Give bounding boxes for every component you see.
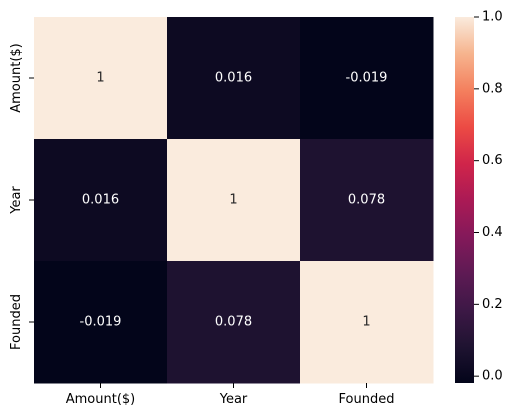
heatmap-annotations: 1 0.016 -0.019 0.016 1 0.078 -0.019 0.078 1 (80, 71, 388, 330)
colorbar-tick-label: 0.2 (482, 297, 503, 312)
heatmap-cell (300, 17, 434, 140)
heatmap-cell (300, 261, 434, 384)
x-tick-label: Amount($) (66, 392, 136, 407)
colorbar (455, 17, 474, 383)
colorbar-gradient (455, 17, 474, 383)
colorbar-tick-label: 0.6 (482, 153, 503, 168)
heatmap-cell (167, 17, 301, 140)
colorbar-tick-label: 0.8 (482, 81, 503, 96)
cell-annotation: 1 (362, 315, 370, 330)
cell-annotation: -0.019 (346, 71, 388, 86)
heatmap-cell (167, 261, 301, 384)
y-tick-label: Year (9, 186, 24, 215)
heatmap-cell (167, 139, 301, 262)
colorbar-tick-label: 1.0 (482, 10, 503, 25)
cell-annotation: 1 (229, 193, 237, 208)
heatmap-cell (300, 139, 434, 262)
cell-annotation: 0.016 (82, 193, 119, 208)
heatmap-cell (34, 261, 168, 384)
y-tick-label: Founded (9, 294, 24, 350)
cell-annotation: 0.016 (215, 71, 252, 86)
y-tick-label: Amount($) (9, 43, 24, 113)
heatmap-cell (34, 139, 168, 262)
x-tick-label: Founded (339, 392, 395, 407)
x-axis: Amount($) Year Founded (66, 383, 395, 407)
x-tick-label: Year (219, 392, 248, 407)
colorbar-tick-label: 0.4 (482, 225, 503, 240)
cell-annotation: 0.078 (215, 315, 252, 330)
cell-annotation: 0.078 (348, 193, 385, 208)
heatmap-cells (34, 17, 434, 384)
cell-annotation: -0.019 (80, 315, 122, 330)
heatmap-cell (34, 17, 168, 140)
y-axis: Amount($) Year Founded (9, 43, 34, 350)
colorbar-tick-label: 0.0 (482, 369, 503, 384)
cell-annotation: 1 (96, 71, 104, 86)
colorbar-ticks: 0.0 0.2 0.4 0.6 0.8 1.0 (474, 10, 503, 384)
